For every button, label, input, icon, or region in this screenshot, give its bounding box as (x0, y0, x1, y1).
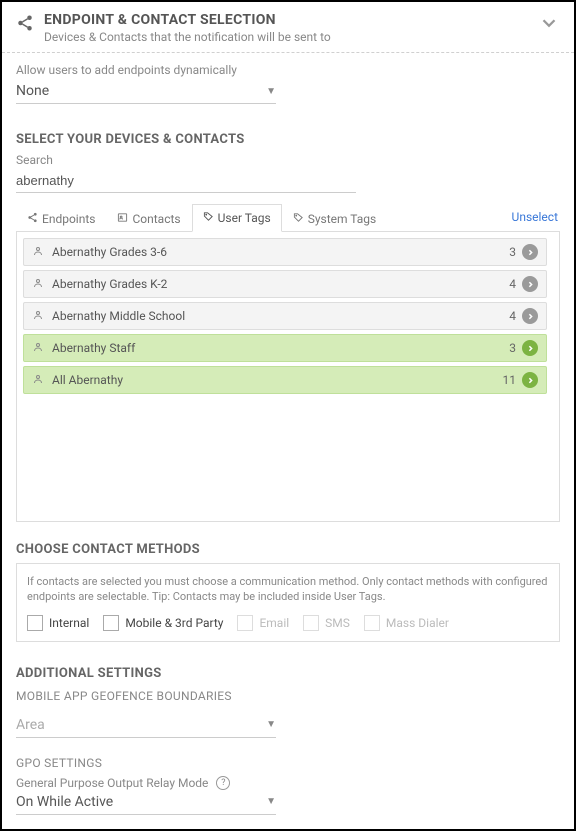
tabs-row: Endpoints Contacts User Tags System Tags… (16, 203, 560, 232)
geofence-area-dropdown[interactable]: Area ▼ (16, 713, 276, 738)
devices-title: SELECT YOUR DEVICES & CONTACTS (16, 132, 560, 147)
method-mass-dialer: Mass Dialer (364, 615, 449, 631)
panel-title: ENDPOINT & CONTACT SELECTION (44, 12, 331, 28)
tab-user-tags-label: User Tags (218, 211, 271, 225)
methods-row: Internal Mobile & 3rd Party Email SMS Mass D… (27, 615, 549, 631)
tab-endpoints[interactable]: Endpoints (16, 205, 106, 232)
tag-row-count: 3 (509, 245, 516, 259)
method-label: SMS (325, 616, 350, 630)
tag-icon (203, 211, 214, 225)
tag-row[interactable]: All Abernathy 11 (23, 366, 547, 394)
chevron-right-icon[interactable] (522, 276, 538, 292)
caret-down-icon: ▼ (266, 719, 276, 730)
tag-row-label: Abernathy Middle School (52, 309, 185, 323)
tab-user-tags[interactable]: User Tags (192, 204, 282, 232)
allow-users-value: None (16, 83, 49, 99)
user-icon (32, 341, 44, 356)
user-icon (32, 373, 44, 388)
gpo-title: GPO SETTINGS (16, 756, 560, 770)
method-label: Mobile & 3rd Party (125, 616, 223, 630)
tab-contacts-label: Contacts (132, 212, 180, 226)
tag-row-count: 11 (503, 373, 517, 387)
checkbox[interactable] (103, 615, 119, 631)
gpo-label: General Purpose Output Relay Mode (16, 776, 208, 790)
checkbox (237, 615, 253, 631)
tag-row-count: 4 (509, 277, 516, 291)
method-email: Email (237, 615, 289, 631)
tag-row-count: 4 (509, 309, 516, 323)
tag-icon (293, 212, 304, 226)
allow-users-label: Allow users to add endpoints dynamically (16, 63, 560, 77)
methods-section: CHOOSE CONTACT METHODS (2, 526, 574, 557)
method-sms: SMS (303, 615, 350, 631)
checkbox (303, 615, 319, 631)
additional-section: ADDITIONAL SETTINGS MOBILE APP GEOFENCE … (2, 656, 574, 829)
collapse-button[interactable] (538, 12, 560, 38)
unselect-link[interactable]: Unselect (510, 204, 560, 230)
tag-row[interactable]: Abernathy Middle School 4 (23, 302, 547, 330)
panel-header: ENDPOINT & CONTACT SELECTION Devices & C… (2, 2, 574, 53)
user-icon (32, 277, 44, 292)
checkbox[interactable] (27, 615, 43, 631)
caret-down-icon: ▼ (266, 796, 276, 807)
contacts-icon (117, 212, 128, 226)
method-label: Email (259, 616, 289, 630)
tag-row-label: Abernathy Grades 3-6 (52, 245, 167, 259)
tag-row[interactable]: Abernathy Grades K-2 4 (23, 270, 547, 298)
search-label: Search (16, 153, 560, 167)
tag-list-scroll[interactable]: Abernathy Grades 3-6 3 Abernathy Grades K-… (17, 232, 559, 521)
panel-subtitle: Devices & Contacts that the notification… (44, 30, 331, 44)
devices-section: SELECT YOUR DEVICES & CONTACTS Search En… (2, 108, 574, 526)
gpo-mode-dropdown[interactable]: On While Active ▼ (16, 790, 276, 815)
chevron-right-icon[interactable] (522, 244, 538, 260)
chevron-right-icon[interactable] (522, 372, 538, 388)
user-icon (32, 245, 44, 260)
methods-box: If contacts are selected you must choose… (16, 563, 560, 642)
tag-row-count: 3 (509, 341, 516, 355)
allow-users-section: Allow users to add endpoints dynamically… (2, 53, 574, 108)
tag-row[interactable]: Abernathy Staff 3 (23, 334, 547, 362)
tag-row-label: Abernathy Staff (52, 341, 135, 355)
caret-down-icon: ▼ (266, 86, 276, 97)
method-internal[interactable]: Internal (27, 615, 89, 631)
method-mobile-3rd-party[interactable]: Mobile & 3rd Party (103, 615, 223, 631)
user-icon (32, 309, 44, 324)
tab-endpoints-label: Endpoints (42, 212, 95, 226)
gpo-mode-value: On While Active (16, 794, 113, 810)
methods-title: CHOOSE CONTACT METHODS (16, 542, 560, 557)
tag-row-label: Abernathy Grades K-2 (52, 277, 167, 291)
share-icon (27, 212, 38, 226)
tag-list: Abernathy Grades 3-6 3 Abernathy Grades K-… (16, 232, 560, 522)
method-label: Internal (49, 616, 89, 630)
additional-title: ADDITIONAL SETTINGS (16, 666, 560, 681)
share-icon (16, 14, 34, 36)
tab-contacts[interactable]: Contacts (106, 205, 191, 232)
search-input[interactable] (16, 169, 356, 193)
tag-row[interactable]: Abernathy Grades 3-6 3 (23, 238, 547, 266)
geofence-title: MOBILE APP GEOFENCE BOUNDARIES (16, 689, 560, 703)
tab-system-tags-label: System Tags (308, 212, 377, 226)
checkbox (364, 615, 380, 631)
help-icon[interactable]: ? (216, 776, 230, 790)
method-label: Mass Dialer (386, 616, 449, 630)
chevron-right-icon[interactable] (522, 340, 538, 356)
allow-users-dropdown[interactable]: None ▼ (16, 79, 276, 104)
chevron-right-icon[interactable] (522, 308, 538, 324)
tab-system-tags[interactable]: System Tags (282, 205, 388, 232)
methods-help: If contacts are selected you must choose… (27, 574, 549, 605)
tag-row-label: All Abernathy (52, 373, 123, 387)
geofence-area-label: Area (16, 717, 45, 733)
